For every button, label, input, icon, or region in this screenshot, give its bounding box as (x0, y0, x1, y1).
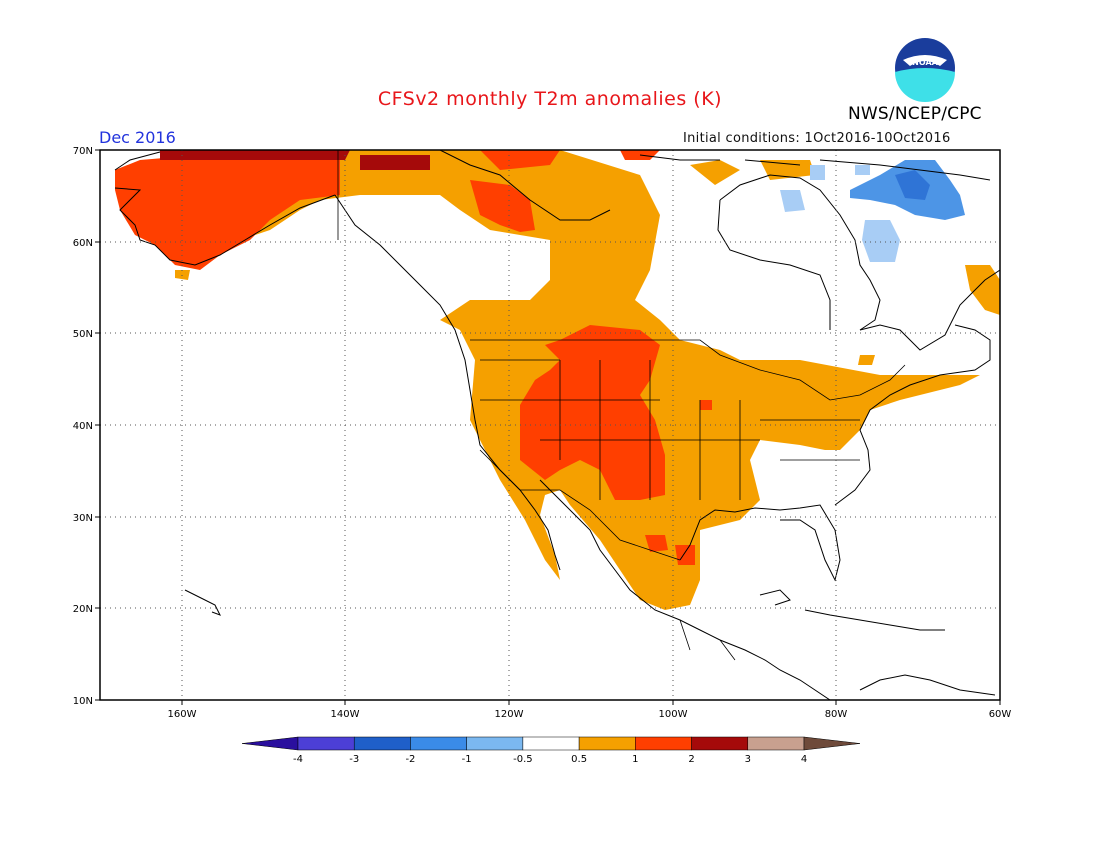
colorbar: -4 -3 -2 -1 -0.5 0.5 1 2 3 4 (241, 736, 861, 765)
lat-label: 50N (73, 329, 93, 340)
map-panel (100, 150, 1000, 700)
noaa-logo: NOAA (895, 38, 955, 102)
colorbar-segment (691, 736, 749, 751)
lat-label: 40N (73, 421, 93, 432)
chart-title: CFSv2 monthly T2m anomalies (K) (377, 88, 723, 110)
colorbar-tick-label: -3 (349, 754, 359, 765)
colorbar-tick-label: 2 (688, 754, 694, 765)
coastlines (114, 150, 1000, 700)
colorbar-segment (522, 736, 580, 751)
colorbar-tick-label: -2 (405, 754, 415, 765)
lon-label: 60W (989, 709, 1012, 720)
lon-label: 80W (825, 709, 848, 720)
colorbar-segment (578, 736, 636, 751)
colorbar-tick-label: 3 (745, 754, 751, 765)
initial-conditions: Initial conditions: 1Oct2016-10Oct2016 (683, 131, 951, 146)
colorbar-arrow-high (803, 736, 861, 751)
gridlines (100, 150, 1000, 700)
lon-label: 120W (495, 709, 524, 720)
colorbar-tick-label: 4 (801, 754, 807, 765)
noaa-logo-text: NOAA (912, 58, 938, 67)
colorbar-segment (466, 736, 524, 751)
lat-label: 70N (73, 146, 93, 157)
lat-label: 10N (73, 696, 93, 707)
colorbar-segment (747, 736, 805, 751)
longitude-labels: 160W 140W 120W 100W 80W 60W (168, 709, 1012, 720)
latitude-labels: 70N 60N 50N 40N 30N 20N 10N (73, 146, 93, 707)
colorbar-segment (297, 736, 355, 751)
colorbar-tick-label: -4 (293, 754, 303, 765)
lon-label: 100W (659, 709, 688, 720)
anomaly-region-cold (780, 160, 965, 262)
colorbar-segment (353, 736, 411, 751)
agency-label: NWS/NCEP/CPC (848, 104, 982, 124)
anomaly-region-warm (115, 150, 712, 565)
lon-label: 160W (168, 709, 197, 720)
colorbar-arrow-low (241, 736, 299, 751)
colorbar-segment (635, 736, 692, 751)
lat-label: 20N (73, 604, 93, 615)
lat-label: 60N (73, 238, 93, 249)
colorbar-tick-label: -0.5 (513, 754, 533, 765)
political-borders (337, 150, 906, 661)
axis-ticks (95, 149, 1001, 705)
forecast-period: Dec 2016 (99, 128, 176, 147)
lat-label: 30N (73, 513, 93, 524)
lon-label: 140W (331, 709, 360, 720)
colorbar-tick-label: 0.5 (571, 754, 587, 765)
colorbar-tick-label: -1 (462, 754, 472, 765)
noaa-logo-wave (895, 68, 955, 102)
colorbar-segment (410, 736, 467, 751)
colorbar-tick-label: 1 (632, 754, 638, 765)
noaa-logo-bird (903, 55, 947, 66)
anomaly-region-warm-strong (160, 150, 430, 170)
